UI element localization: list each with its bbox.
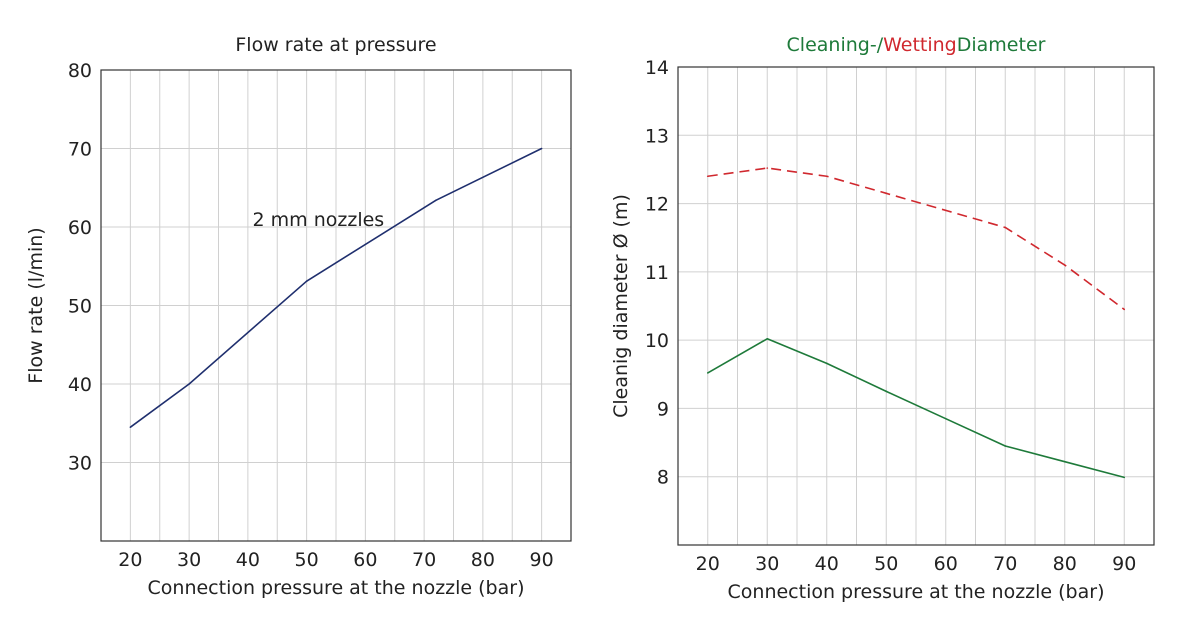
chart-title-part: Wetting <box>883 34 957 56</box>
y-tick-label: 9 <box>657 398 669 420</box>
data-point <box>766 167 769 169</box>
x-tick-label: 80 <box>1053 553 1077 575</box>
x-tick-label: 50 <box>295 549 319 571</box>
x-tick-label: 50 <box>874 553 898 575</box>
data-point <box>944 417 947 420</box>
series-line <box>707 337 1125 479</box>
data-point <box>188 383 190 385</box>
data-point <box>1063 264 1066 266</box>
data-point <box>1004 226 1007 229</box>
x-tick-label: 60 <box>353 549 377 571</box>
y-axis-label: Flow rate (l/min) <box>25 227 47 383</box>
data-point <box>1004 445 1007 447</box>
data-point <box>825 175 828 178</box>
y-tick-label: 70 <box>68 139 92 161</box>
x-tick-label: 30 <box>177 549 201 571</box>
data-point <box>885 390 888 393</box>
y-tick-label: 50 <box>68 296 92 318</box>
y-tick-label: 60 <box>68 217 92 239</box>
data-point <box>129 426 132 428</box>
data-point <box>766 337 769 340</box>
annotation-label: 2 mm nozzles <box>253 209 385 231</box>
y-tick-label: 8 <box>657 467 669 489</box>
data-point <box>1063 460 1066 463</box>
data-point <box>825 362 828 365</box>
chart-title: Cleaning-/WettingDiameter <box>787 34 1046 56</box>
chart-title-part: Cleaning-/ <box>787 34 884 56</box>
x-tick-label: 70 <box>993 553 1017 575</box>
data-point <box>706 175 709 178</box>
series-line <box>707 167 1125 311</box>
x-tick-label: 90 <box>530 549 554 571</box>
y-tick-label: 10 <box>645 330 669 352</box>
x-tick-label: 40 <box>815 553 839 575</box>
chart-title: Flow rate at pressure <box>235 34 436 56</box>
y-tick-label: 40 <box>68 374 92 396</box>
y-tick-label: 30 <box>68 453 92 475</box>
data-point <box>305 280 308 282</box>
plot-frame <box>100 69 572 542</box>
y-tick-label: 80 <box>68 60 92 82</box>
y-tick-label: 11 <box>645 262 669 284</box>
x-tick-label: 80 <box>471 549 495 571</box>
data-point <box>435 199 437 202</box>
x-tick-label: 30 <box>755 553 779 575</box>
data-point <box>944 209 947 212</box>
data-point <box>706 372 709 374</box>
data-point <box>1123 308 1126 311</box>
x-axis-label: Connection pressure at the nozzle (bar) <box>728 581 1105 603</box>
x-tick-label: 20 <box>118 549 142 571</box>
data-point <box>1123 476 1126 479</box>
y-tick-label: 12 <box>645 194 669 216</box>
y-tick-label: 13 <box>645 125 669 147</box>
y-tick-label: 14 <box>645 57 669 79</box>
x-tick-label: 20 <box>696 553 720 575</box>
x-tick-label: 60 <box>934 553 958 575</box>
plot-frame <box>677 66 1155 546</box>
data-point <box>885 192 888 195</box>
y-axis-label: Cleanig diameter Ø (m) <box>610 194 632 418</box>
data-point <box>540 147 543 150</box>
chart-title-part: Diameter <box>957 34 1046 56</box>
x-tick-label: 90 <box>1112 553 1136 575</box>
x-axis-label: Connection pressure at the nozzle (bar) <box>148 577 525 599</box>
x-tick-label: 70 <box>412 549 436 571</box>
x-tick-label: 40 <box>236 549 260 571</box>
